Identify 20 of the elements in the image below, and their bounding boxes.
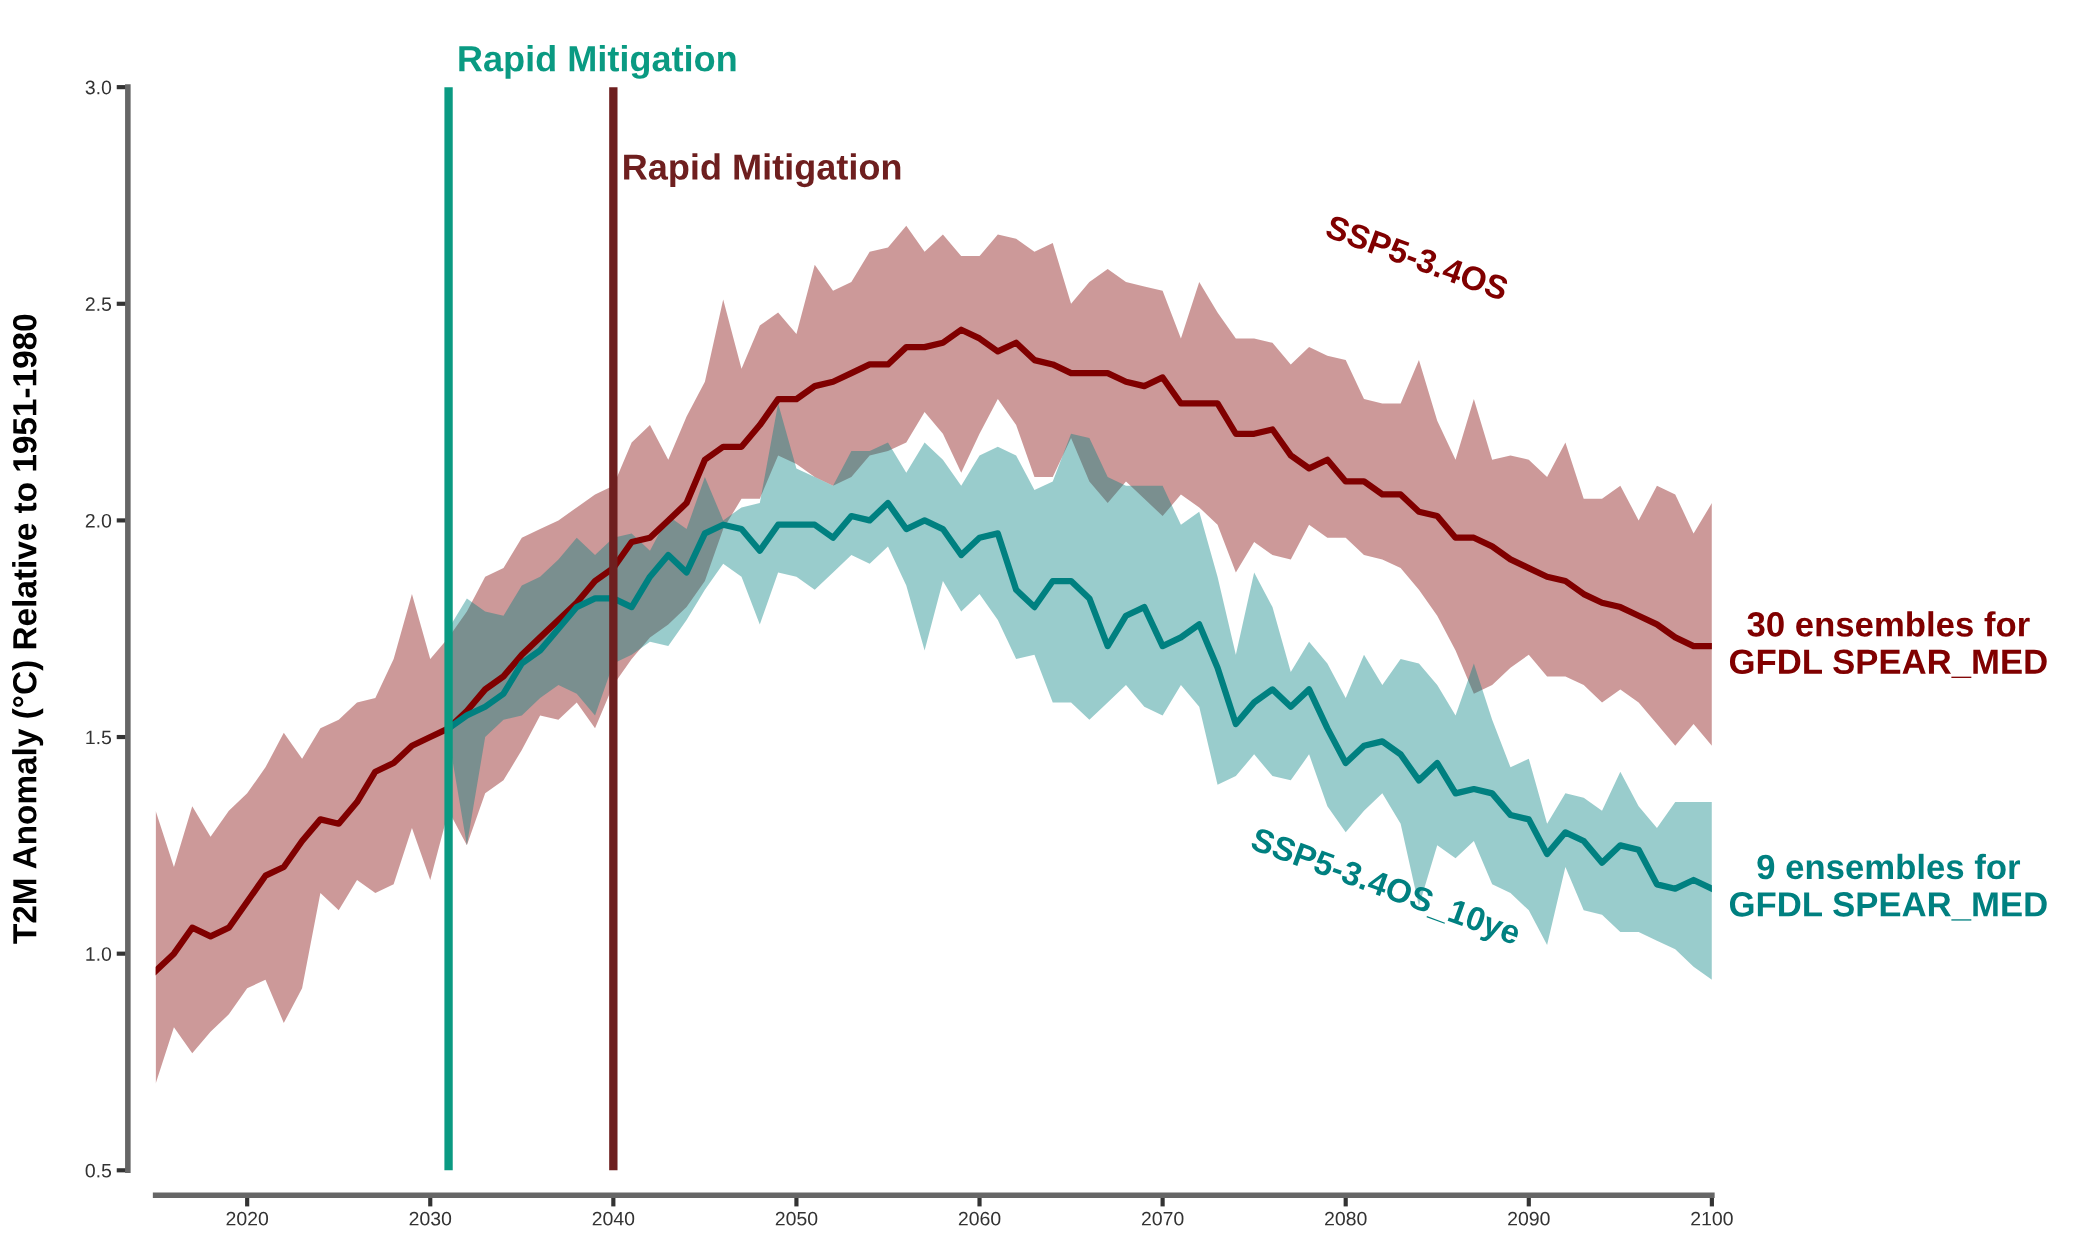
y-tick-label: 2.0 [85, 513, 112, 528]
x-tick-label: 2070 [1141, 1211, 1184, 1226]
x-tick-label: 2050 [775, 1211, 818, 1226]
y-axis-title: T2M Anomaly (°C) Relative to 1951-1980 [12, 314, 44, 944]
y-tick-label: 1.0 [86, 947, 112, 961]
x-tick-label: 2090 [1508, 1211, 1550, 1226]
x-tick-label: 2080 [1325, 1211, 1367, 1226]
x-tick-label: 2030 [409, 1211, 452, 1226]
series-label: 9 ensembles for GFDL SPEAR_MED [1729, 853, 2047, 921]
y-tick-label: 3.0 [85, 80, 112, 95]
x-tick-label: 2020 [226, 1211, 269, 1226]
y-tick-label: 0.5 [85, 1163, 112, 1178]
ref-line-label: Rapid Mitigation [459, 45, 736, 79]
y-tick-label: 2.5 [85, 297, 112, 312]
series-label: 30 ensembles for GFDL SPEAR_MED [1729, 611, 2047, 678]
ref-line-label: Rapid Mitigation [624, 153, 901, 188]
x-tick-label: 2060 [958, 1211, 1001, 1226]
x-tick-label: 2100 [1691, 1211, 1733, 1226]
x-tick-label: 2040 [592, 1211, 635, 1226]
y-tick-label: 1.5 [86, 730, 112, 745]
